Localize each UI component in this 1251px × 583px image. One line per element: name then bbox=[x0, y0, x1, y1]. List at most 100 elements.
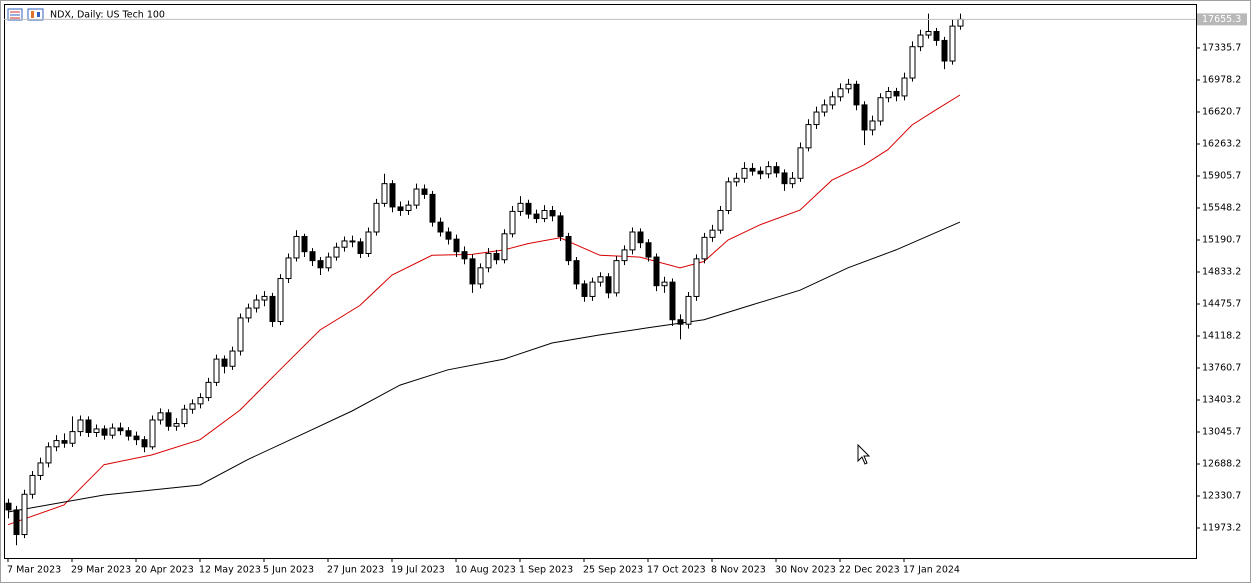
candle-body bbox=[413, 188, 420, 206]
y-tick-label: 15548.2 bbox=[1202, 202, 1241, 213]
candle-body bbox=[693, 258, 700, 297]
candle-body bbox=[749, 167, 756, 172]
x-tick-label: 17 Jan 2024 bbox=[903, 565, 960, 576]
x-tick-label: 7 Mar 2023 bbox=[7, 565, 61, 576]
candle-body bbox=[957, 18, 964, 27]
candle-body bbox=[781, 172, 788, 185]
candle-body bbox=[901, 77, 908, 97]
candle-body bbox=[677, 319, 684, 325]
icon bbox=[27, 8, 44, 21]
candle-body bbox=[797, 147, 804, 179]
x-tick-label: 29 Mar 2023 bbox=[71, 565, 131, 576]
candle-body bbox=[517, 202, 524, 212]
x-tick-label: 27 Jun 2023 bbox=[327, 565, 384, 576]
candle-body bbox=[621, 249, 628, 262]
candle-body bbox=[173, 423, 180, 427]
candle-body bbox=[309, 251, 316, 262]
icon bbox=[31, 11, 34, 18]
candle-body bbox=[357, 241, 364, 254]
x-tick-label: 10 Aug 2023 bbox=[455, 565, 516, 576]
y-tick-label: 15190.7 bbox=[1202, 234, 1241, 245]
y-tick-label: 17335.7 bbox=[1202, 42, 1241, 53]
candle-body bbox=[149, 419, 156, 448]
candle-body bbox=[733, 177, 740, 183]
header-icons bbox=[7, 8, 44, 21]
candle-body bbox=[829, 96, 836, 106]
candle-body bbox=[333, 246, 340, 258]
candle-body bbox=[237, 317, 244, 352]
price-label-box bbox=[1197, 13, 1247, 26]
candle-body bbox=[525, 202, 532, 215]
candle-body bbox=[125, 430, 132, 437]
candle-body bbox=[869, 120, 876, 131]
y-tick-label: 14833.2 bbox=[1202, 266, 1241, 277]
y-tick-label: 13403.2 bbox=[1202, 394, 1241, 405]
candle-body bbox=[941, 39, 948, 62]
candle-body bbox=[509, 210, 516, 235]
candle-body bbox=[549, 210, 556, 217]
icon bbox=[37, 12, 40, 17]
candle-body bbox=[165, 412, 172, 427]
y-tick-label: 16620.7 bbox=[1202, 106, 1241, 117]
candle-body bbox=[133, 435, 140, 441]
y-tick-label: 11973.2 bbox=[1202, 522, 1241, 533]
moving-average-line bbox=[7, 221, 961, 513]
candle-body bbox=[461, 251, 468, 260]
candle-body bbox=[253, 299, 260, 309]
candle-body bbox=[493, 252, 500, 261]
candle-body bbox=[877, 97, 884, 122]
y-tick-label: 13760.7 bbox=[1202, 362, 1241, 373]
candle-body bbox=[597, 276, 604, 283]
candle-body bbox=[37, 462, 44, 476]
candle-body bbox=[5, 502, 12, 511]
candle-body bbox=[669, 281, 676, 321]
x-tick-label: 8 Nov 2023 bbox=[711, 565, 766, 576]
candle-body bbox=[421, 188, 428, 195]
candle-body bbox=[261, 295, 268, 301]
candle-body bbox=[661, 281, 668, 287]
x-tick-label: 1 Sep 2023 bbox=[519, 565, 573, 576]
candle-body bbox=[605, 276, 612, 294]
candle-body bbox=[453, 238, 460, 253]
candle-body bbox=[885, 90, 892, 99]
candle-body bbox=[221, 358, 228, 367]
candle-body bbox=[365, 231, 372, 254]
candle-body bbox=[557, 215, 564, 237]
candle-body bbox=[141, 439, 148, 448]
candle-body bbox=[933, 30, 940, 41]
candle-body bbox=[325, 256, 332, 269]
candle-body bbox=[101, 428, 108, 436]
candle-body bbox=[917, 34, 924, 48]
candle-body bbox=[477, 267, 484, 285]
candle-body bbox=[21, 493, 28, 536]
candle-body bbox=[157, 412, 164, 421]
x-tick-label: 17 Oct 2023 bbox=[647, 565, 706, 576]
candle-body bbox=[853, 83, 860, 106]
candle-body bbox=[61, 440, 68, 444]
candle-body bbox=[373, 202, 380, 233]
candle-body bbox=[589, 281, 596, 297]
chart-title: NDX, Daily: US Tech 100 bbox=[50, 10, 165, 21]
candle-body bbox=[429, 193, 436, 223]
candle-body bbox=[949, 25, 956, 62]
y-tick-label: 16263.2 bbox=[1202, 138, 1241, 149]
candle-body bbox=[69, 431, 76, 444]
candle-body bbox=[765, 166, 772, 175]
candle-body bbox=[773, 166, 780, 174]
candle-body bbox=[437, 221, 444, 233]
candle-body bbox=[741, 167, 748, 179]
candle-body bbox=[229, 350, 236, 367]
candle-body bbox=[213, 358, 220, 383]
y-tick-label: 15905.7 bbox=[1202, 170, 1241, 181]
candle-body bbox=[29, 474, 36, 495]
candle-body bbox=[861, 104, 868, 131]
candle-body bbox=[205, 381, 212, 399]
y-tick-label: 12688.2 bbox=[1202, 458, 1241, 469]
candle-body bbox=[53, 440, 60, 448]
candle-body bbox=[45, 446, 52, 464]
x-tick-label: 22 Dec 2023 bbox=[839, 565, 900, 576]
candle-body bbox=[381, 183, 388, 204]
candle-body bbox=[109, 427, 116, 436]
